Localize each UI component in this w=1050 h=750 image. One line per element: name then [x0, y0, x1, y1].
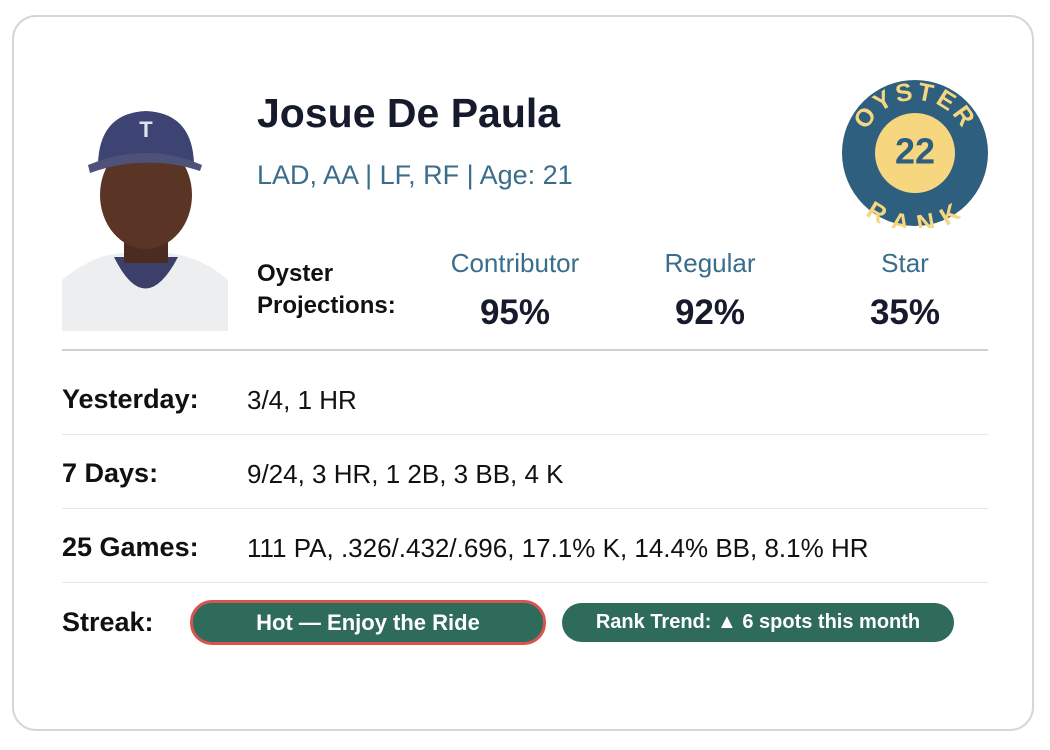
stat-value: 3/4, 1 HR [247, 385, 357, 415]
row-separator [62, 434, 988, 435]
player-photo: T [62, 105, 228, 331]
projection-name: Regular [664, 248, 756, 278]
player-info: LAD, AA | LF, RF | Age: 21 [257, 160, 573, 190]
divider [62, 349, 988, 351]
row-separator [62, 582, 988, 583]
player-name: Josue De Paula [257, 90, 561, 136]
svg-text:T: T [139, 117, 153, 142]
projections-label: Oyster Projections: [257, 260, 396, 319]
projection-value: 95% [479, 293, 551, 332]
stat-value: 111 PA, .326/.432/.696, 17.1% K, 14.4% B… [247, 533, 869, 563]
row-separator [62, 508, 988, 509]
stat-label: 7 Days: [62, 458, 159, 488]
stat-label: 25 Games: [62, 532, 199, 562]
stat-value: 9/24, 3 HR, 1 2B, 3 BB, 4 K [247, 459, 564, 489]
stat-label: Yesterday: [62, 384, 199, 414]
rank-badge: OYSTER RANK 22 [842, 78, 988, 228]
streak-badge: Hot — Enjoy the Ride [190, 600, 546, 645]
projection-value: 35% [869, 293, 941, 332]
projection-name: Contributor [450, 248, 580, 278]
projection-value: 92% [674, 293, 746, 332]
player-card [12, 15, 1034, 731]
rank-value: 22 [895, 131, 935, 172]
rank-trend-badge: Rank Trend: ▲ 6 spots this month [562, 603, 954, 642]
streak-label: Streak: [62, 607, 154, 637]
projection-name: Star [881, 248, 929, 278]
